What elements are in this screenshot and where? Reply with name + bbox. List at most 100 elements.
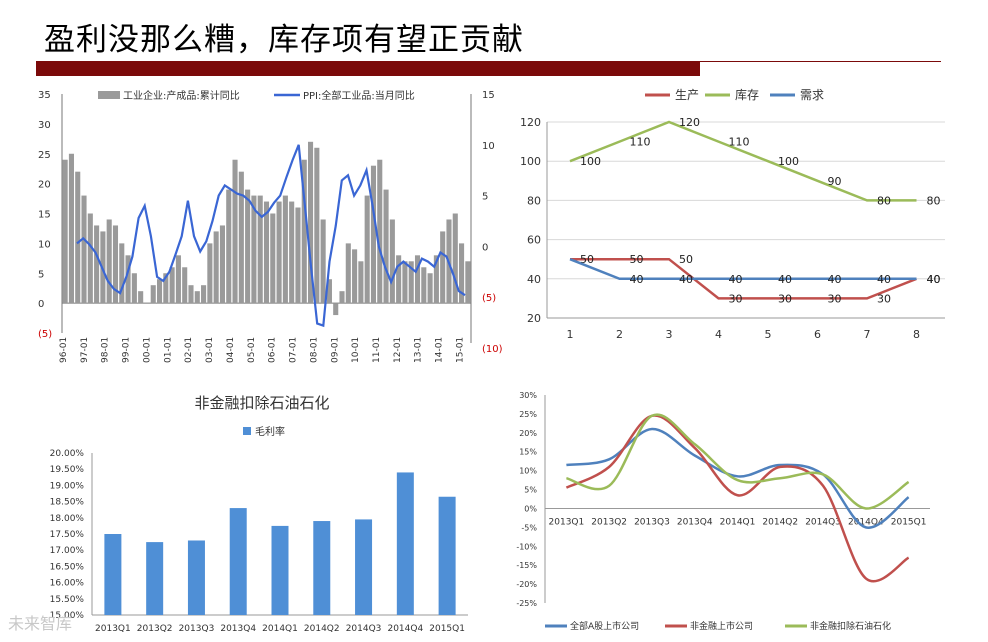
- bar: [112, 225, 119, 304]
- chart-inventory-ppi: 35 30 25 20 15 10 5 0 (5) 15 10 5 0 (5) (10) 96-01 97-01…: [38, 89, 503, 363]
- x-tick-label: 2013Q3: [179, 624, 215, 634]
- y-tick-label: 15.00%: [50, 611, 85, 621]
- y-tick-label: 16.50%: [50, 562, 85, 572]
- legend-label: 全部A股上市公司: [570, 620, 639, 632]
- bar: [150, 285, 156, 304]
- bar: [187, 540, 205, 615]
- bar: [271, 525, 289, 615]
- x-tick-label: 6: [814, 328, 821, 341]
- bar: [229, 508, 247, 615]
- data-label: 50: [580, 253, 594, 266]
- bar: [257, 195, 263, 304]
- x-tick-label: 10-01: [351, 337, 361, 363]
- data-label: 120: [679, 116, 700, 129]
- data-label: 100: [580, 155, 601, 168]
- bar: [156, 279, 163, 304]
- x-tick-label: 2013Q1: [549, 517, 585, 527]
- legend-label: PPI:全部工业品:当月同比: [303, 89, 415, 102]
- x-tick-label: 2013Q2: [591, 517, 627, 527]
- series-line: [569, 120, 917, 202]
- bar: [440, 231, 446, 304]
- data-label: 80: [877, 194, 891, 207]
- data-label: 30: [778, 292, 792, 305]
- x-tick-label: 2013Q3: [634, 517, 670, 527]
- y-right-tick-label: 10: [482, 141, 495, 152]
- bar: [94, 225, 100, 304]
- x-tick-label: 2014Q1: [262, 624, 298, 634]
- y-tick-label: -20%: [516, 580, 537, 589]
- legend-label: 工业企业:产成品:累计同比: [123, 89, 240, 102]
- bar: [131, 273, 137, 304]
- bar: [414, 255, 421, 304]
- y-left-tick-label: 25: [38, 150, 51, 161]
- x-tick-label: 5: [765, 328, 772, 341]
- y-left-tick-label: 0: [38, 299, 44, 310]
- x-tick-label: 12-01: [393, 337, 403, 363]
- legend-swatch: [243, 427, 251, 435]
- bar: [421, 267, 427, 304]
- x-tick-label: 03-01: [205, 337, 215, 363]
- y-tick-label: 20%: [519, 429, 537, 438]
- data-label: 50: [679, 253, 693, 266]
- bar: [81, 195, 87, 304]
- data-label: 40: [679, 273, 693, 286]
- y-left-tick-label: 20: [38, 180, 51, 191]
- y-right-tick-label: 0: [482, 242, 488, 253]
- y-tick-label: 80: [527, 194, 541, 207]
- bar: [389, 219, 395, 304]
- y-tick-label: 19.00%: [50, 481, 85, 491]
- bar: [238, 171, 244, 304]
- title-accent-bar: [36, 61, 700, 76]
- y-tick-label: 17.50%: [50, 530, 85, 540]
- bar: [459, 243, 465, 304]
- bar: [201, 285, 207, 304]
- bar: [465, 261, 471, 304]
- bar: [282, 195, 288, 304]
- x-tick-label: 4: [715, 328, 722, 341]
- x-tick-label: 2014Q4: [848, 517, 884, 527]
- data-label: 40: [778, 273, 792, 286]
- bar: [408, 261, 414, 304]
- x-tick-label: 8: [913, 328, 920, 341]
- x-tick-label: 13-01: [414, 337, 424, 363]
- watermark-text: 未来智库: [8, 614, 73, 633]
- y-tick-label: 5%: [524, 486, 537, 495]
- y-tick-label: 120: [520, 116, 541, 129]
- bar: [313, 521, 331, 615]
- y-tick-label: -10%: [516, 542, 537, 551]
- y-left-tick-label: (5): [38, 329, 52, 340]
- bar: [175, 255, 181, 304]
- y-tick-label: 17.00%: [50, 546, 85, 556]
- x-tick-label: 1: [567, 328, 574, 341]
- x-tick-label: 07-01: [289, 337, 299, 363]
- x-tick-label: 2014Q3: [346, 624, 382, 634]
- x-tick-label: 2015Q1: [891, 517, 927, 527]
- bar: [125, 255, 131, 304]
- bar: [219, 225, 225, 304]
- data-label: 40: [927, 273, 941, 286]
- y-right-tick-label: 15: [482, 90, 495, 101]
- data-label: 40: [877, 273, 891, 286]
- bar: [226, 189, 232, 304]
- series-line: [569, 258, 917, 281]
- x-tick-label: 08-01: [309, 337, 319, 363]
- series-line: [570, 257, 917, 300]
- x-tick-label: 11-01: [372, 337, 382, 363]
- y-tick-label: 15%: [519, 448, 537, 457]
- y-tick-label: 16.00%: [50, 579, 85, 589]
- y-left-tick-label: 30: [38, 120, 51, 131]
- x-tick-label: 2: [616, 328, 623, 341]
- legend-label: 需求: [800, 88, 824, 102]
- data-label: 40: [927, 273, 941, 286]
- bar: [263, 201, 270, 304]
- y-tick-label: 19.50%: [50, 465, 85, 475]
- data-label: 30: [828, 292, 842, 305]
- data-label: 110: [630, 136, 651, 149]
- data-label: 40: [630, 273, 644, 286]
- x-tick-label: 99-01: [122, 337, 132, 363]
- bar: [320, 219, 326, 304]
- x-tick-label: 06-01: [268, 337, 278, 363]
- y-right-tick-label: (5): [482, 293, 496, 304]
- x-tick-label: 2015Q1: [429, 624, 465, 634]
